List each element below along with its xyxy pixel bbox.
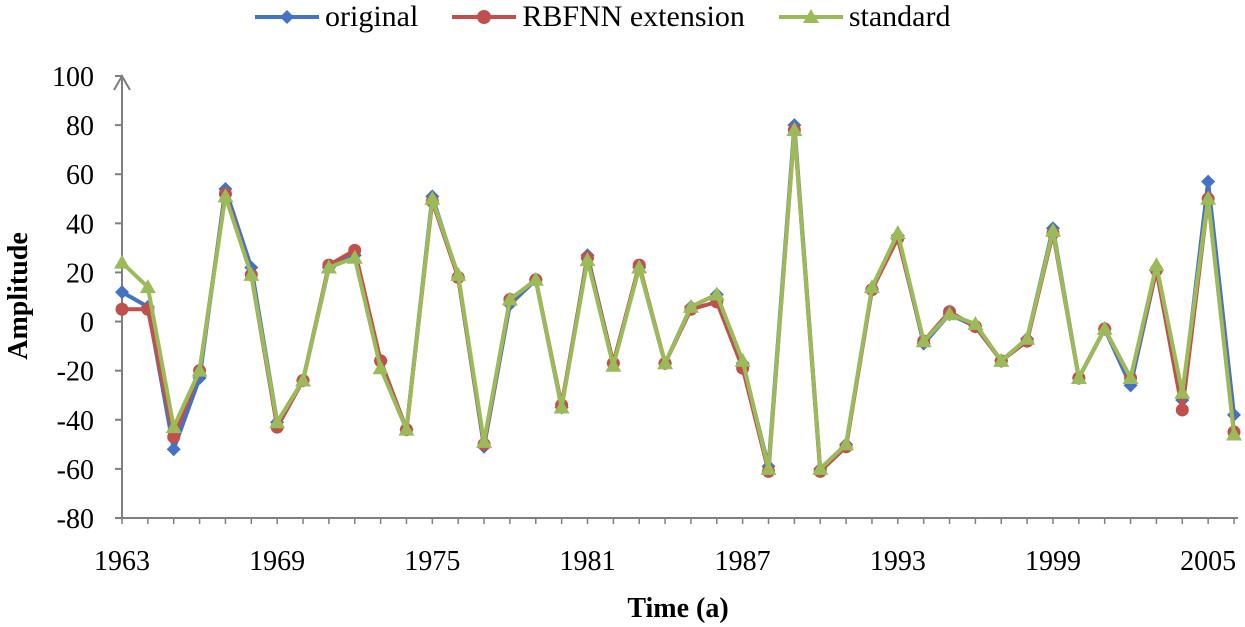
legend-item-original: original [255,0,418,34]
y-tick-label: 40 [66,209,94,240]
y-tick-label: 0 [80,308,94,339]
data-point [889,225,906,240]
data-point [579,252,596,267]
x-tick-label: 1999 [1025,546,1081,577]
y-tick-label: 80 [66,111,94,142]
data-point [527,271,544,286]
y-tick-label: -80 [57,504,94,535]
y-tick-label: -40 [57,406,94,437]
series-rbfnn-extension [115,123,1241,478]
data-point [734,352,751,367]
data-point [967,316,984,331]
data-point [786,122,803,137]
data-point [398,421,415,436]
data-point [631,259,648,274]
x-tick-label: 1981 [559,546,615,577]
y-tick-label: -20 [57,357,94,388]
data-point [346,249,363,264]
x-axis-label: Time (a) [627,593,728,624]
data-point [450,266,467,281]
data-point [1122,370,1139,385]
data-point [1044,222,1061,237]
data-point [708,286,725,301]
data-point [941,306,958,321]
data-point [993,352,1010,367]
data-point [243,266,260,281]
legend-item-rbfnn-extension: RBFNN extension [452,0,745,34]
legend-swatch-original [255,10,319,24]
chart-legend: original RBFNN extension standard [255,0,984,34]
data-point [424,190,441,205]
data-point [295,372,312,387]
y-tick-label: 20 [66,258,94,289]
series-line [120,128,1236,471]
data-point [1019,330,1036,345]
x-tick-label: 1987 [715,546,771,577]
data-point [269,414,286,429]
data-point [682,298,699,313]
data-point [165,419,182,434]
chart-axes: -80 -60 -40 -20 0 20 40 60 80 100 1963 1969 1975 1981… [52,62,1238,577]
data-point [863,279,880,294]
data-point [838,436,855,451]
data-point [812,460,829,475]
legend-label-rbfnn-extension: RBFNN extension [522,0,745,33]
x-tick-label: 2005 [1180,546,1236,577]
legend-label-standard: standard [848,0,951,33]
data-point [167,430,181,444]
y-tick-label: 100 [52,62,94,93]
data-point [1148,257,1165,272]
y-tick-label: 60 [66,160,94,191]
data-point [1226,426,1242,441]
data-point [1174,384,1191,399]
x-tick-label: 1993 [870,546,926,577]
data-point [1175,403,1189,417]
legend-swatch-rbfnn-extension [452,10,517,24]
chart-series [114,118,1242,478]
data-point [320,259,337,274]
legend-item-standard: standard [778,0,951,34]
x-tick-label: 1963 [94,546,150,577]
data-point [115,285,129,300]
data-point [657,355,674,370]
data-point [1200,190,1217,205]
series-standard [114,122,1242,475]
legend-label-original: original [325,0,419,33]
data-point [605,357,622,372]
series-original [115,118,1241,476]
data-point [217,188,234,203]
data-point [115,302,129,316]
data-point [553,399,570,414]
data-point [114,254,130,269]
data-point [476,433,493,448]
data-point [915,333,932,348]
data-point [1070,370,1087,385]
data-point [1201,174,1216,189]
x-tick-label: 1975 [404,546,460,577]
x-tick-label: 1969 [249,546,305,577]
data-point [372,360,389,375]
y-axis-label: Amplitude [3,232,34,360]
series-line [121,123,1236,471]
data-point [191,362,208,377]
data-point [166,442,181,457]
data-point [1096,320,1113,335]
data-point [139,279,156,294]
data-point [501,291,518,306]
data-point [760,460,777,475]
legend-swatch-standard [778,9,843,23]
y-tick-label: -60 [57,455,94,486]
